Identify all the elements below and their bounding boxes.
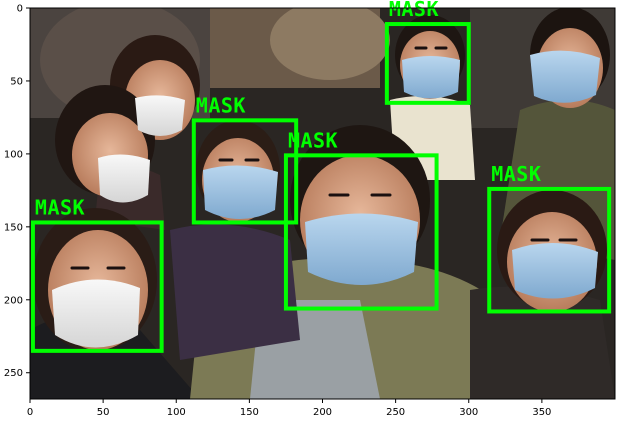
x-tick-label: 100 (167, 407, 186, 418)
detection-label: MASK (196, 93, 246, 117)
y-axis: 0 50 100 150 200 250 (4, 4, 30, 379)
detection-box (283, 153, 439, 311)
detection-box (30, 220, 164, 353)
detection-label: MASK (35, 195, 85, 219)
y-tick-label: 250 (4, 368, 23, 379)
y-tick-label: 50 (10, 76, 23, 87)
y-tick-label: 100 (4, 149, 23, 160)
x-tick-label: 150 (240, 407, 259, 418)
x-tick-label: 250 (386, 407, 405, 418)
crowd-photo (30, 8, 615, 399)
detection-label: MASK (389, 0, 439, 21)
x-tick-label: 50 (97, 407, 110, 418)
detections-layer: MASK MASK MASK MASK MASK (30, 0, 612, 353)
y-tick-label: 150 (4, 222, 23, 233)
x-axis: 0 50 100 150 200 250 300 350 (27, 399, 551, 418)
detection-box (191, 118, 299, 225)
x-tick-label: 200 (313, 407, 332, 418)
detection-box (487, 186, 612, 314)
detection-box (384, 22, 471, 105)
y-tick-label: 200 (4, 295, 23, 306)
x-tick-label: 350 (532, 407, 551, 418)
detection-label: MASK (491, 162, 541, 186)
detection-label: MASK (288, 128, 338, 152)
y-tick-label: 0 (17, 4, 23, 15)
x-tick-label: 300 (459, 407, 478, 418)
x-tick-label: 0 (27, 407, 33, 418)
